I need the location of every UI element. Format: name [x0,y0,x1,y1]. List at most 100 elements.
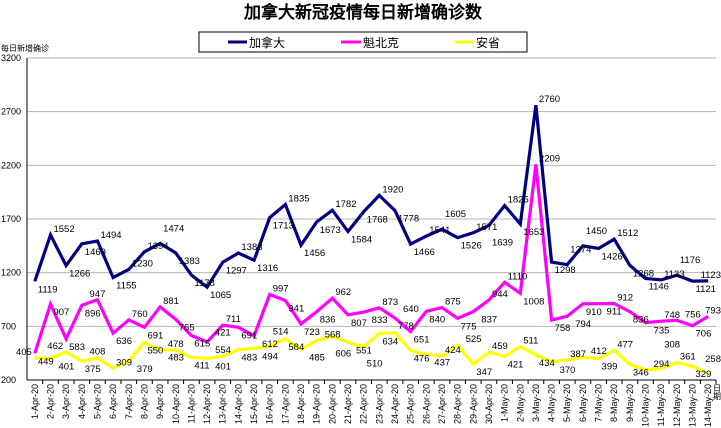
data-label: 756 [685,309,701,320]
data-label: 1146 [649,281,669,292]
data-label: 1178 [194,278,214,289]
series-line-2 [34,331,709,376]
y-axis-label: 每日新增确诊 [1,43,49,53]
legend-item-ontario: 安省 [455,35,500,50]
data-label: 2209 [539,153,560,164]
data-label: 421 [215,327,231,338]
data-label: 612 [262,339,278,350]
data-label: 347 [476,367,492,378]
data-label: 1768 [367,215,388,226]
x-tick-label: 4-Apr-20 [77,384,87,419]
x-tick-label: 3-Apr-20 [61,384,71,419]
data-label: 511 [523,336,538,347]
legend-item-quebec: 魁北克 [341,35,399,50]
data-label: 778 [398,321,414,332]
x-tick-label: 25-Apr-20 [406,384,416,424]
data-label: 1426 [602,251,623,262]
x-tick-label: 13-Apr-20 [218,384,228,424]
x-tick-label: 28-Apr-20 [453,384,463,424]
data-label: 1584 [351,234,372,245]
data-label: 434 [539,358,555,369]
x-tick-label: 7-May-20 [594,384,604,422]
data-label: 941 [288,303,304,314]
data-label: 944 [492,289,508,300]
data-label: 554 [215,345,231,356]
data-label: 494 [262,351,278,362]
data-label: 584 [288,342,304,353]
data-label: 483 [168,353,184,364]
legend-label-quebec: 魁北克 [363,35,399,50]
data-label: 1394 [147,241,168,252]
data-label: 606 [335,348,351,359]
legend-label-ontario: 安省 [476,35,500,50]
data-label: 1673 [320,225,341,236]
data-label: 329 [696,369,712,380]
data-label: 462 [47,341,63,352]
x-tick-label: 23-Apr-20 [374,384,384,424]
data-label: 758 [555,323,571,334]
data-label: 775 [461,321,477,332]
legend-label-canada: 加拿大 [249,35,285,50]
data-label: 568 [325,330,341,341]
data-label: 2760 [539,94,560,105]
x-tick-label: 2-May-20 [515,384,525,422]
data-label: 412 [591,346,607,357]
x-tick-label: 30-Apr-20 [484,384,494,424]
data-label: 399 [602,362,618,373]
data-label: 833 [372,315,388,326]
data-label: 1474 [163,223,184,234]
data-label: 1230 [132,258,153,269]
x-tick-label: 15-Apr-20 [249,384,259,424]
data-label: 640 [403,304,419,315]
data-label: 294 [654,359,670,370]
x-tick-label: 11-May-20 [656,384,666,426]
data-label: 651 [414,335,430,346]
x-tick-label: 12-May-20 [672,384,682,427]
data-label: 476 [414,353,430,364]
data-label: 583 [69,342,85,353]
x-tick-label: 16-Apr-20 [265,384,275,424]
data-label: 1782 [335,199,356,210]
x-tick-label: 4-May-20 [547,384,557,422]
y-tick-label: 2200 [1,160,21,170]
x-tick-label: 12-Apr-20 [202,384,212,424]
data-label: 421 [508,359,524,370]
x-tick-label: 14-Apr-20 [233,384,243,424]
data-label: 912 [617,293,633,304]
x-tick-label: 7-Apr-20 [124,384,134,419]
data-label: 723 [304,327,320,338]
x-tick-label: 17-Apr-20 [280,384,290,424]
data-label: 1266 [69,269,90,280]
data-label: 711 [226,314,241,325]
data-label: 748 [664,310,680,321]
data-label: 1274 [570,245,591,256]
data-label: 550 [147,345,163,356]
y-tick-label: 2700 [1,107,21,117]
x-tick-label: 26-Apr-20 [421,384,431,424]
data-label: 881 [163,296,179,307]
data-label: 1297 [226,265,247,276]
data-label: 424 [445,345,461,356]
data-label: 1133 [664,269,684,280]
x-tick-label: 9-May-20 [625,384,635,422]
data-label: 907 [53,307,69,318]
data-label: 765 [179,322,195,333]
data-label: 615 [194,338,210,349]
data-label: 1541 [429,225,450,236]
data-label: 401 [58,361,74,372]
data-label: 735 [654,326,670,337]
data-label: 370 [560,365,576,376]
data-label: 1121 [696,284,716,295]
data-label: 1383 [179,256,200,267]
data-label: 706 [696,329,712,340]
data-label: 691 [241,330,257,341]
legend-item-canada: 加拿大 [228,35,285,50]
x-tick-label: 22-Apr-20 [359,384,369,424]
data-label: 910 [586,307,602,318]
data-label: 634 [382,336,398,347]
data-label: 1778 [398,214,419,225]
y-tick-label: 1200 [1,268,21,278]
data-label: 437 [434,358,450,369]
data-label: 1512 [617,228,638,239]
